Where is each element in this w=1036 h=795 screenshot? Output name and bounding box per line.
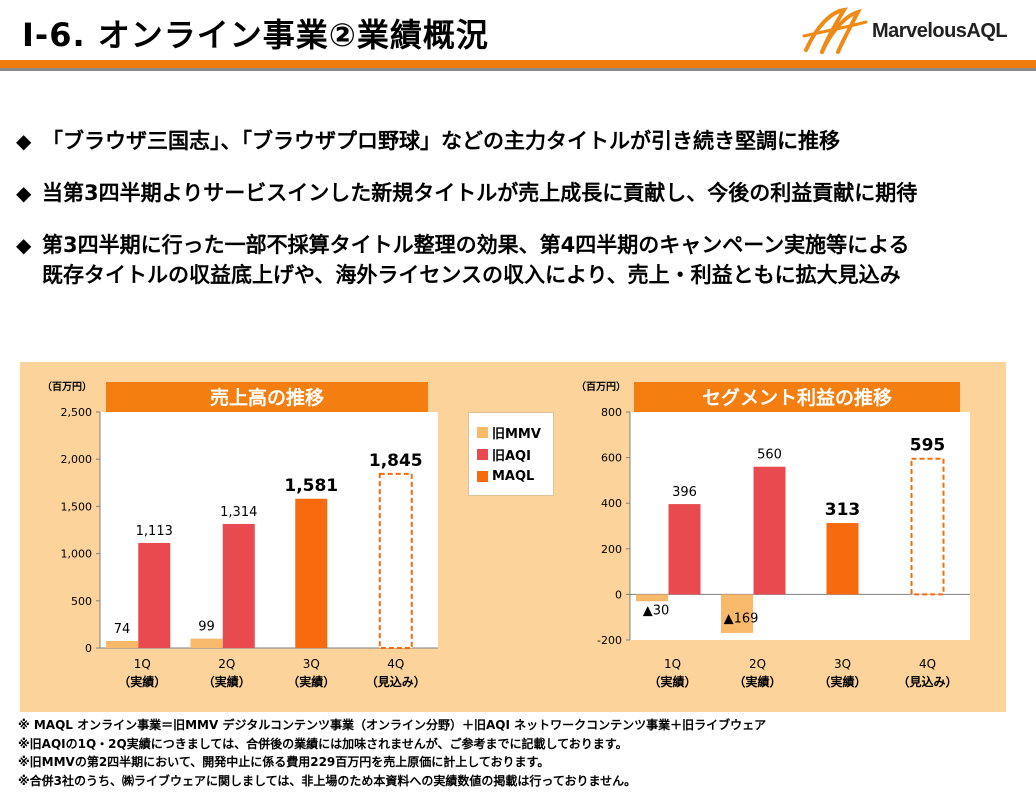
data-label: ▲30	[643, 603, 670, 618]
x-tick-sublabel: （実績）	[648, 674, 696, 689]
y-tick-label: 0	[615, 588, 622, 601]
y-tick-label: 0	[85, 642, 92, 655]
charts-panel: 売上高の推移 （百万円） 0 500 1,000 1,500 2,000 2,500 1Q （実績…	[20, 362, 1006, 712]
data-label: 74	[114, 622, 131, 637]
x-tick-sublabel: （実績）	[818, 674, 866, 689]
legend-label: 旧MMV	[492, 426, 541, 442]
data-label: ▲169	[724, 611, 759, 626]
bar	[295, 498, 328, 648]
data-label: 560	[757, 448, 782, 463]
header-divider-shadow	[0, 68, 1036, 71]
bar	[190, 638, 223, 648]
x-tick-sublabel: （実績）	[118, 674, 166, 689]
footnotes: ※ MAQL オンライン事業＝旧MMV デジタルコンテンツ事業（オンライン分野）…	[18, 716, 1028, 790]
logo-mark-icon	[802, 7, 868, 54]
bullet-text: 当第3四半期よりサービスインした新規タイトルが売上成長に貢献し、今後の利益貢献に…	[42, 181, 918, 205]
x-tick-sublabel: （見込み）	[366, 674, 426, 689]
data-label: 99	[198, 620, 215, 635]
legend-swatch	[477, 470, 488, 482]
bullet-text: 第3四半期に行った一部不採算タイトル整理の効果、第4四半期のキャンペーン実施等に…	[42, 233, 910, 257]
footnote: ※合併3社のうち、㈱ライブウェアに関しましては、非上場のため本資料への実績数値の…	[18, 773, 637, 788]
bar	[106, 641, 138, 648]
header-divider	[0, 60, 1036, 68]
data-label: 313	[825, 500, 861, 520]
bar	[138, 542, 171, 648]
x-tick-label: 4Q	[387, 657, 404, 671]
bar	[721, 594, 753, 633]
y-tick-label: 400	[601, 497, 622, 510]
bar	[753, 466, 786, 595]
bullet-item: ◆ 第3四半期に行った一部不採算タイトル整理の効果、第4四半期のキャンペーン実施…	[16, 230, 1026, 290]
bar	[222, 523, 255, 648]
data-label: 396	[672, 485, 697, 500]
unit-label: （百万円）	[42, 380, 92, 393]
diamond-bullet-icon: ◆	[16, 233, 32, 257]
x-tick-label: 3Q	[303, 657, 320, 671]
x-tick-label: 2Q	[218, 657, 235, 671]
footnote: ※ MAQL オンライン事業＝旧MMV デジタルコンテンツ事業（オンライン分野）…	[18, 718, 767, 732]
y-tick-label: -200	[597, 634, 622, 647]
legend-label: 旧AQI	[492, 448, 531, 464]
bar	[636, 594, 668, 602]
legend-item: MAQL	[477, 465, 545, 487]
bar	[668, 504, 701, 595]
x-tick-sublabel: （見込み）	[897, 674, 957, 689]
y-tick-label: 800	[601, 406, 622, 419]
legend-label: MAQL	[492, 468, 535, 484]
bullet-item: ◆ 当第3四半期よりサービスインした新規タイトルが売上成長に貢献し、今後の利益貢…	[16, 178, 1026, 208]
x-tick-label: 1Q	[134, 657, 151, 671]
x-tick-label: 2Q	[749, 657, 766, 671]
charts-canvas: 売上高の推移 （百万円） 0 500 1,000 1,500 2,000 2,500 1Q （実績…	[42, 380, 970, 689]
diamond-bullet-icon: ◆	[16, 181, 32, 205]
bullet-text: 「ブラウザ三国志」、「ブラウザプロ野球」などの主力タイトルが引き続き堅調に推移	[42, 129, 840, 153]
data-label: 595	[910, 436, 946, 456]
footnote: ※旧MMVの第2四半期において、開発中止に係る費用229百万円を売上原価に計上し…	[18, 755, 550, 769]
chart-title-banner	[106, 382, 428, 412]
forecast-bar	[378, 472, 413, 649]
data-label: 1,314	[220, 505, 257, 520]
bar	[826, 523, 859, 595]
legend-swatch	[477, 426, 488, 438]
legend-item: 旧AQI	[477, 443, 545, 465]
bullet-text: 既存タイトルの収益底上げや、海外ライセンスの収入により、売上・利益ともに拡大見込…	[42, 263, 901, 287]
chart-legend: 旧MMV 旧AQI MAQL	[468, 412, 554, 496]
data-label: 1,845	[369, 451, 423, 471]
legend-swatch	[477, 448, 488, 460]
bullet-item: ◆ 「ブラウザ三国志」、「ブラウザプロ野球」などの主力タイトルが引き続き堅調に推…	[16, 126, 1026, 156]
y-tick-label: 500	[71, 595, 92, 608]
unit-label: （百万円）	[576, 380, 626, 393]
footnote: ※旧AQIの1Q・2Q実績につきましては、合併後の業績には加味されませんが、ご参…	[18, 736, 628, 751]
x-tick-sublabel: （実績）	[733, 674, 781, 689]
x-tick-sublabel: （実績）	[287, 674, 335, 689]
data-label: 1,113	[136, 524, 173, 539]
legend-item: 旧MMV	[477, 421, 545, 443]
data-label: 1,581	[284, 476, 338, 496]
x-tick-label: 3Q	[834, 657, 851, 671]
forecast-bar	[910, 457, 945, 596]
diamond-bullet-icon: ◆	[16, 129, 32, 153]
chart-title-banner	[634, 382, 960, 412]
y-tick-label: 1,500	[61, 500, 93, 513]
logo-text: MarvelousAQL	[872, 20, 1008, 42]
x-tick-sublabel: （実績）	[203, 674, 251, 689]
y-tick-label: 1,000	[61, 548, 93, 561]
x-tick-label: 1Q	[664, 657, 681, 671]
y-tick-label: 200	[601, 543, 622, 556]
bullet-list: ◆ 「ブラウザ三国志」、「ブラウザプロ野球」などの主力タイトルが引き続き堅調に推…	[16, 126, 1026, 312]
x-tick-label: 4Q	[919, 657, 936, 671]
y-tick-label: 2,000	[61, 453, 93, 466]
chart-title: 売上高の推移	[210, 386, 324, 409]
y-tick-label: 600	[601, 452, 622, 465]
y-tick-label: 2,500	[61, 406, 93, 419]
company-logo: MarvelousAQL	[800, 6, 1032, 58]
chart-title: セグメント利益の推移	[702, 386, 892, 409]
page-title: Ⅰ-6. オンライン事業②業績概況	[22, 16, 489, 54]
